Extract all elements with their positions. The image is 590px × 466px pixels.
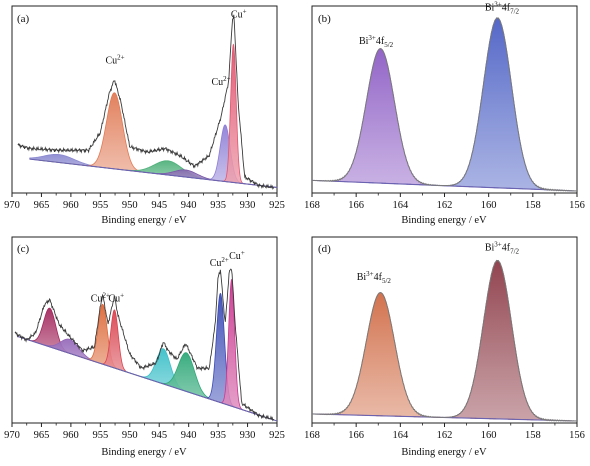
peak-annotation-d-2: Bi3+4f7/2 [485, 240, 520, 255]
x-tick-label-b-0: 168 [304, 200, 320, 211]
panel-label-c: (c) [17, 243, 30, 255]
plot-area-b [311, 17, 578, 192]
peak-annotation-a-3: Cu+ [231, 8, 247, 21]
plot-area-d [311, 259, 578, 422]
panel-c: 970 965 960 955 950 945 940 935 930 925 Cu2+Cu+Cu… [4, 236, 285, 458]
x-tick-label-d-5: 158 [525, 430, 541, 441]
panel-label-a: (a) [17, 13, 30, 25]
x-tick-label-d-2: 164 [392, 430, 409, 441]
x-tick-label-c-1: 965 [34, 430, 50, 441]
x-tick-label-a-9: 925 [269, 200, 285, 211]
x-tick-label-c-8: 930 [240, 430, 256, 441]
x-tick-label-a-3: 955 [92, 200, 108, 211]
x-tick-label-a-8: 930 [240, 200, 256, 211]
peak-annotation-c-1: Cu2+ [91, 291, 110, 304]
x-tick-label-d-3: 162 [437, 430, 453, 441]
plot-frame-d [311, 236, 578, 424]
ticks-b: 168 166 164 162 160 158 156 [304, 193, 585, 211]
x-tick-label-b-6: 156 [569, 200, 585, 211]
x-axis-title-b: Binding energy / eV [401, 215, 487, 226]
x-tick-label-c-9: 925 [269, 430, 285, 441]
ticks-c: 970 965 960 955 950 945 940 935 930 925 [4, 423, 285, 441]
peak-annotation-a-2: Cu2+ [211, 75, 230, 88]
x-tick-label-a-4: 950 [122, 200, 138, 211]
peak-c-7 [182, 292, 259, 416]
panel-a: 970 965 960 955 950 945 940 935 930 925 Cu2+Cu2+C… [4, 5, 285, 226]
x-tick-label-c-7: 935 [210, 430, 226, 441]
x-tick-label-a-6: 940 [181, 200, 197, 211]
annotations-c: Cu2+Cu+Cu2+ Cu+ [91, 249, 245, 304]
plot-area-c [14, 268, 278, 422]
x-tick-label-c-3: 955 [92, 430, 108, 441]
envelope-b [311, 17, 578, 192]
x-axis-title-d: Binding energy / eV [401, 447, 487, 458]
annotations-b: Bi3+4f5/2 Bi3+4f7/2 [359, 0, 520, 49]
annotations-d: Bi3+4f5/2 Bi3+4f7/2 [357, 240, 520, 285]
peak-c-4 [79, 309, 150, 380]
x-tick-label-c-2: 960 [63, 430, 79, 441]
peak-a-6 [207, 43, 260, 186]
envelope-d [312, 259, 578, 422]
peak-annotation-c-3: Cu2+ [210, 256, 229, 269]
peak-annotation-b-1: Bi3+4f5/2 [359, 34, 394, 49]
background-line-a [29, 158, 278, 189]
x-tick-label-a-5: 945 [151, 200, 167, 211]
ticks-d: 168 166 164 162 160 158 156 [304, 423, 585, 441]
raw-spectrum-c [14, 268, 275, 422]
x-tick-label-a-2: 960 [63, 200, 79, 211]
panel-b: 168 166 164 162 160 158 156 Bi3+4f5/2 Bi3+4f7/2… [304, 0, 585, 226]
x-tick-label-c-6: 940 [181, 430, 197, 441]
x-tick-label-d-0: 168 [304, 430, 320, 441]
background-line-c [17, 335, 278, 422]
x-tick-label-a-7: 935 [210, 200, 226, 211]
x-tick-label-d-4: 160 [481, 430, 497, 441]
x-tick-label-c-0: 970 [4, 430, 20, 441]
peak-annotation-b-2: Bi3+4f7/2 [485, 0, 520, 15]
panel-d: 168 166 164 162 160 158 156 Bi3+4f5/2 Bi3+4f7/2… [304, 236, 585, 458]
x-tick-label-b-1: 166 [348, 200, 364, 211]
x-axis-title-c: Binding energy / eV [101, 447, 187, 458]
panel-label-d: (d) [318, 243, 331, 255]
x-tick-label-b-4: 160 [481, 200, 497, 211]
peak-annotation-c-2: Cu+ [108, 291, 124, 304]
x-tick-label-c-4: 950 [122, 430, 138, 441]
x-tick-label-a-0: 970 [4, 200, 20, 211]
x-tick-label-a-1: 965 [34, 200, 50, 211]
x-tick-label-b-2: 164 [392, 200, 409, 211]
panel-label-b: (b) [318, 13, 331, 25]
peak-annotation-a-1: Cu2+ [105, 54, 124, 67]
peak-annotation-c-4: Cu+ [229, 249, 245, 262]
annotations-a: Cu2+ Cu2+ Cu+ [105, 8, 246, 88]
x-tick-label-b-5: 158 [525, 200, 541, 211]
x-tick-label-d-1: 166 [348, 430, 364, 441]
x-tick-label-d-6: 156 [569, 430, 585, 441]
ticks-a: 970 965 960 955 950 945 940 935 930 925 [4, 193, 285, 211]
peak-annotation-d-1: Bi3+4f5/2 [357, 270, 392, 285]
x-tick-label-c-5: 945 [151, 430, 167, 441]
plot-area-a [17, 14, 278, 190]
x-axis-title-a: Binding energy / eV [101, 215, 187, 226]
raw-spectrum-a [17, 14, 275, 190]
x-tick-label-b-3: 162 [437, 200, 453, 211]
